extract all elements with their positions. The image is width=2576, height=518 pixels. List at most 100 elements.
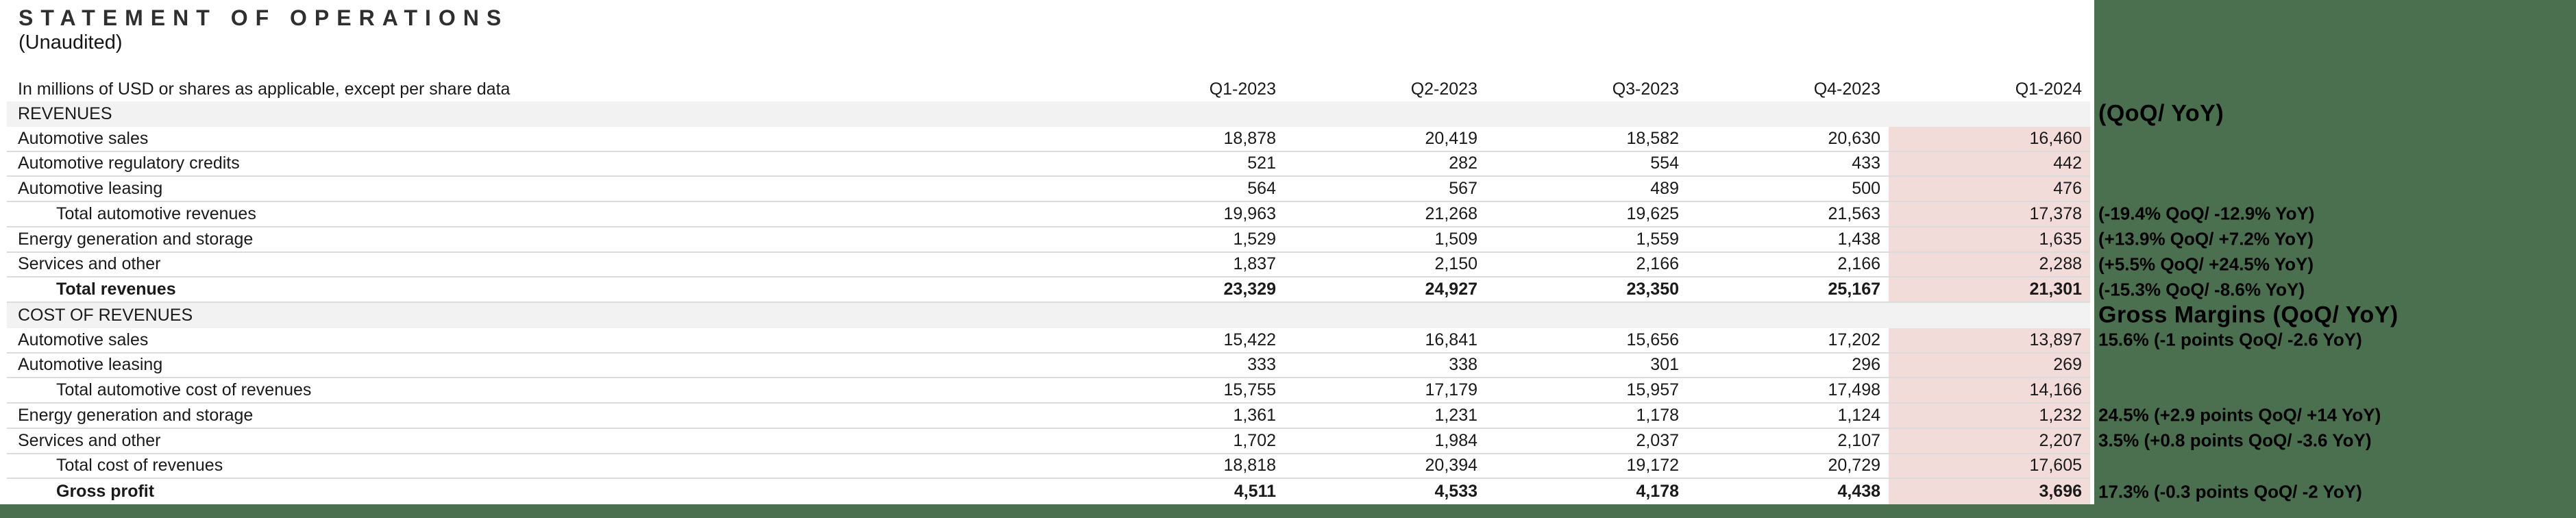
row-label: Automotive leasing: [18, 179, 163, 199]
value-cell: 24,927: [1425, 280, 1477, 299]
value-cell: 1,124: [1837, 405, 1880, 425]
value-cell: 15,957: [1626, 380, 1679, 400]
table-row-cost-energy-generation-and-storage: Energy generation and storage 1,361 1,23…: [7, 404, 2381, 429]
table-row-cost-services-and-other: Services and other 1,702 1,984 2,037 2,1…: [7, 428, 2372, 454]
row-label: Gross profit: [56, 482, 155, 502]
value-cell: 20,394: [1425, 456, 1477, 476]
value-cell-highlighted: 1,635: [1889, 227, 2090, 251]
value-cell: 4,178: [1636, 482, 1679, 502]
row-label: Automotive regulatory credits: [18, 153, 240, 173]
value-cell: 1,231: [1434, 405, 1477, 425]
gross-margins-panel-header: Gross Margins (QoQ/ YoY): [2098, 301, 2399, 328]
value-cell: 17,498: [1828, 380, 1880, 400]
row-label: Energy generation and storage: [18, 229, 254, 249]
value-cell: 301: [1650, 355, 1679, 375]
table-row-gross-profit: Gross profit 4,511 4,533 4,178 4,438 3,6…: [7, 479, 2362, 504]
value-cell: 4,533: [1434, 482, 1477, 502]
row-label: Total cost of revenues: [56, 456, 223, 476]
value-cell: 17,202: [1828, 330, 1880, 349]
value-cell: 4,511: [1234, 482, 1276, 502]
gross-margin-note: 15.6% (-1 points QoQ/ -2.6 YoY): [2098, 329, 2362, 350]
value-cell: 19,172: [1626, 456, 1679, 476]
value-cell: 489: [1650, 179, 1679, 199]
section-label: REVENUES: [18, 103, 112, 123]
value-cell: 1,702: [1233, 430, 1276, 450]
value-cell: 296: [1852, 355, 1880, 375]
value-cell: 1,837: [1233, 254, 1276, 274]
table-row-total-cost-of-revenues: Total cost of revenues 18,818 20,394 19,…: [7, 454, 2090, 480]
section-label: COST OF REVENUES: [18, 305, 193, 325]
row-label: Services and other: [18, 254, 161, 274]
qoq-yoy-note: (+13.9% QoQ/ +7.2% YoY): [2098, 228, 2314, 249]
value-cell: 15,755: [1223, 380, 1276, 400]
value-cell: 2,107: [1837, 430, 1880, 450]
value-cell: 23,329: [1223, 280, 1276, 299]
value-cell: 4,438: [1837, 482, 1880, 502]
value-cell-highlighted: 1,232: [1889, 404, 2090, 428]
table-row-automotive-leasing: Automotive leasing 564 567 489 500 476: [7, 177, 2090, 202]
section-row-cost-of-revenues: COST OF REVENUES Gross Margins (QoQ/ YoY…: [7, 302, 2398, 328]
row-label: Total automotive revenues: [56, 204, 256, 223]
table-row-services-and-other: Services and other 1,837 2,150 2,166 2,1…: [7, 252, 2314, 278]
value-cell: 521: [1247, 153, 1276, 173]
value-cell-highlighted: 476: [1889, 177, 2090, 201]
table-row-automotive-regulatory-credits: Automotive regulatory credits 521 282 55…: [7, 151, 2090, 177]
value-cell-highlighted: 2,288: [1889, 252, 2090, 277]
table-row-energy-generation-and-storage: Energy generation and storage 1,529 1,50…: [7, 227, 2314, 253]
col-header-q1-2024: Q1-2024: [2015, 79, 2082, 99]
value-cell: 567: [1449, 179, 1477, 199]
page-subtitle: (Unaudited): [19, 32, 123, 53]
statement-of-operations-table: In millions of USD or shares as applicab…: [7, 77, 2398, 504]
units-note: In millions of USD or shares as applicab…: [18, 79, 511, 99]
qoq-yoy-note: (+5.5% QoQ/ +24.5% YoY): [2098, 254, 2314, 275]
value-cell: 25,167: [1828, 280, 1880, 299]
value-cell: 564: [1247, 179, 1276, 199]
value-cell: 23,350: [1626, 280, 1679, 299]
section-row-revenues: REVENUES (QoQ/ YoY): [7, 101, 2224, 127]
qoq-yoy-panel-header: (QoQ/ YoY): [2098, 100, 2224, 127]
value-cell: 338: [1449, 355, 1477, 375]
value-cell-highlighted: 3,696: [1889, 479, 2090, 504]
gross-margin-note: 17.3% (-0.3 points QoQ/ -2 YoY): [2098, 481, 2362, 502]
value-cell-highlighted: 442: [1889, 151, 2090, 176]
value-cell: 282: [1449, 153, 1477, 173]
value-cell-highlighted: 14,166: [1889, 378, 2090, 402]
value-cell: 20,419: [1425, 128, 1477, 148]
value-cell: 16,841: [1425, 330, 1477, 349]
table-header-row: In millions of USD or shares as applicab…: [7, 77, 2090, 101]
value-cell-highlighted: 269: [1889, 353, 2090, 378]
value-cell: 2,037: [1636, 430, 1679, 450]
col-header-q4-2023: Q4-2023: [1813, 79, 1880, 99]
value-cell-highlighted: 17,605: [1889, 454, 2090, 478]
value-cell: 1,438: [1837, 229, 1880, 249]
col-header-q1-2023: Q1-2023: [1209, 79, 1276, 99]
value-cell: 18,582: [1626, 128, 1679, 148]
value-cell: 2,166: [1636, 254, 1679, 274]
value-cell: 21,563: [1828, 204, 1880, 223]
value-cell: 17,179: [1425, 380, 1477, 400]
value-cell-highlighted: 16,460: [1889, 126, 2090, 151]
value-cell-highlighted: 2,207: [1889, 428, 2090, 453]
table-row-cost-automotive-leasing: Automotive leasing 333 338 301 296 269: [7, 353, 2090, 379]
value-cell: 554: [1650, 153, 1679, 173]
value-cell: 18,878: [1223, 128, 1276, 148]
statement-sheet: STATEMENT OF OPERATIONS (Unaudited) In m…: [0, 0, 2398, 504]
qoq-yoy-note: (-19.4% QoQ/ -12.9% YoY): [2098, 203, 2315, 224]
col-header-q2-2023: Q2-2023: [1410, 79, 1477, 99]
table-row-automotive-sales: Automotive sales 18,878 20,419 18,582 20…: [7, 126, 2090, 152]
row-label: Automotive sales: [18, 330, 149, 349]
gross-margin-note: 3.5% (+0.8 points QoQ/ -3.6 YoY): [2098, 430, 2372, 451]
value-cell: 15,422: [1223, 330, 1276, 349]
value-cell: 1,178: [1636, 405, 1679, 425]
table-row-total-automotive-revenues: Total automotive revenues 19,963 21,268 …: [7, 202, 2314, 227]
value-cell-highlighted: 17,378: [1889, 202, 2090, 226]
value-cell: 19,963: [1223, 204, 1276, 223]
row-label: Automotive sales: [18, 128, 149, 148]
value-cell: 1,559: [1636, 229, 1679, 249]
row-label: Services and other: [18, 430, 161, 450]
value-cell: 19,625: [1626, 204, 1679, 223]
row-label: Total revenues: [56, 280, 176, 299]
row-label: Automotive leasing: [18, 355, 163, 375]
table-row-cost-automotive-sales: Automotive sales 15,422 16,841 15,656 17…: [7, 328, 2362, 354]
value-cell: 2,166: [1837, 254, 1880, 274]
